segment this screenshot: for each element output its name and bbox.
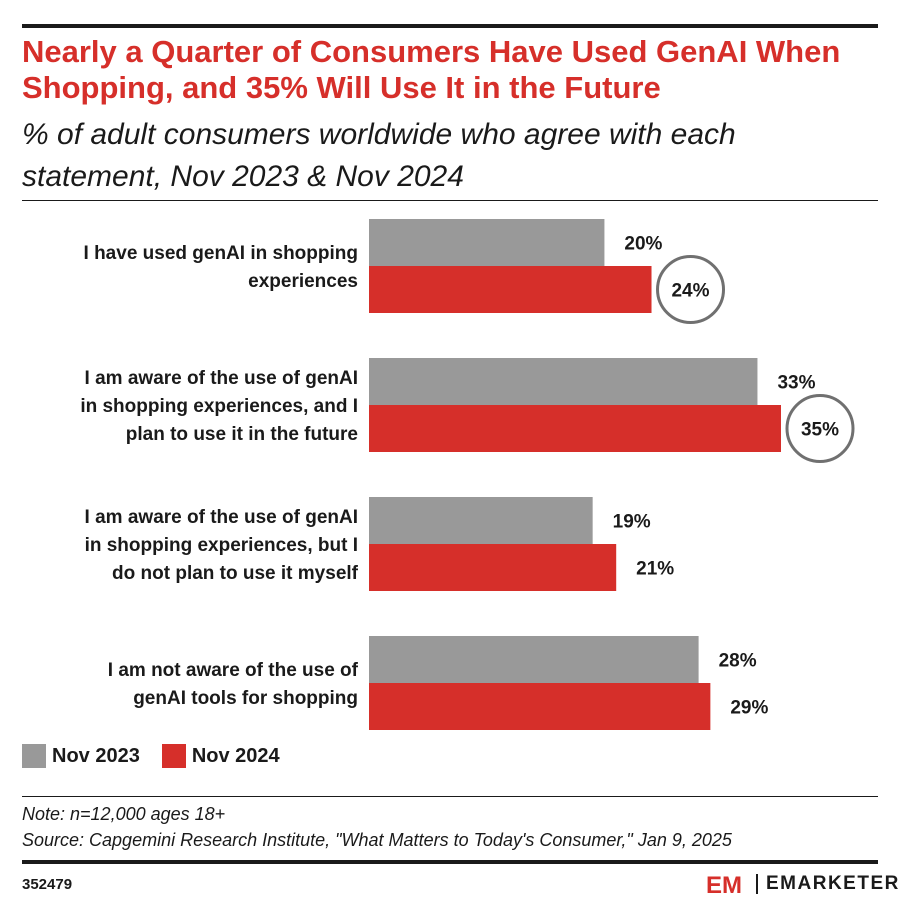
value-label-nov-2024-1: 24% — [671, 281, 709, 302]
legend-label-nov-2023: Nov 2023 — [52, 744, 140, 767]
category-label-3-line-1: I am aware of the use of genAI — [85, 507, 358, 528]
category-label-3-line-3: do not plan to use it myself — [112, 563, 359, 584]
chart-subtitle: % of adult consumers worldwide who agree… — [22, 118, 736, 193]
footer-divider — [22, 796, 878, 797]
bar-nov-2024-1 — [369, 266, 652, 313]
logo-separator — [756, 874, 758, 894]
legend-swatch-nov-2024 — [161, 744, 186, 768]
value-label-nov-2023-2: 33% — [777, 373, 815, 394]
legend-swatch-nov-2023 — [22, 744, 46, 768]
bar-chart: I have used genAI in shopping experiences… — [80, 219, 855, 730]
bottom-rule — [22, 860, 878, 864]
category-label-2-line-1: I am aware of the use of genAI — [85, 368, 358, 389]
bar-nov-2023-1 — [369, 219, 605, 266]
em-logo-mark: EM — [706, 872, 742, 896]
highlight-circle-1 — [656, 255, 726, 324]
footnote: Note: n=12,000 ages 18+ — [22, 804, 226, 824]
legend-label-nov-2024: Nov 2024 — [191, 744, 280, 767]
bar-nov-2023-4 — [369, 636, 699, 683]
value-label-nov-2023-4: 28% — [719, 651, 757, 672]
category-label-4-line-1: I am not aware of the use of — [108, 660, 359, 681]
bar-nov-2024-2 — [369, 405, 781, 452]
bar-nov-2024-4 — [369, 683, 711, 730]
category-label-2-line-2: in shopping experiences, and I — [80, 396, 358, 417]
source-note: Source: Capgemini Research Institute, "W… — [22, 830, 732, 850]
bar-nov-2023-2 — [369, 358, 758, 405]
bar-nov-2023-3 — [369, 497, 593, 544]
category-label-4-line-2: genAI tools for shopping — [133, 688, 358, 709]
legend: Nov 2023 Nov 2024 — [22, 744, 302, 768]
brand-name: EMARKETER — [766, 873, 900, 894]
title-divider — [22, 200, 878, 201]
legend-item-nov-2023: Nov 2023 — [22, 744, 140, 768]
legend-item-nov-2024: Nov 2024 — [161, 744, 280, 768]
highlight-circle-2 — [785, 394, 855, 463]
value-label-nov-2023-1: 20% — [624, 234, 662, 255]
category-label-2-line-3: plan to use it in the future — [126, 424, 358, 445]
category-label-3-line-2: in shopping experiences, but I — [85, 535, 358, 556]
chart-title: Nearly a Quarter of Consumers Have Used … — [22, 34, 841, 105]
value-label-nov-2024-2: 35% — [801, 420, 839, 441]
top-rule — [22, 24, 878, 28]
category-label-1-line-2: experiences — [248, 271, 358, 292]
chart-id: 352479 — [22, 876, 73, 893]
value-label-nov-2023-3: 19% — [613, 512, 651, 533]
value-label-nov-2024-3: 21% — [636, 559, 674, 580]
emarketer-logo: EM EMARKETER — [706, 872, 900, 896]
bar-nov-2024-3 — [369, 544, 617, 591]
category-label-1-line-1: I have used genAI in shopping — [84, 243, 358, 264]
value-label-nov-2024-4: 29% — [730, 698, 768, 719]
em-logo-text: EM — [706, 872, 742, 896]
